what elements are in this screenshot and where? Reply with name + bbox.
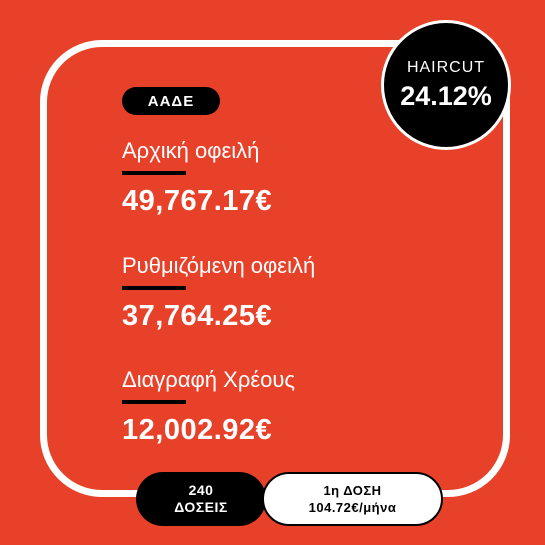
- divider-rule: [122, 286, 186, 290]
- haircut-circle: HAIRCUT 24.12%: [381, 20, 511, 150]
- debt-writeoff-value: 12,002.92€: [122, 414, 273, 446]
- original-debt-label: Αρχική οφειλή: [122, 138, 260, 163]
- first-installment-value: 104.72€/μήνα: [308, 500, 397, 515]
- installments-label: ΔΟΣΕΙΣ: [174, 499, 228, 515]
- debt-writeoff-block: Διαγραφή Χρέους 12,002.92€: [122, 367, 295, 447]
- regulated-debt-value: 37,764.25€: [122, 300, 273, 332]
- first-installment-pill: 1η ΔΟΣΗ 104.72€/μήνα: [262, 472, 443, 526]
- divider-rule: [122, 171, 186, 175]
- haircut-label: HAIRCUT: [406, 58, 486, 76]
- first-installment-label: 1η ΔΟΣΗ: [323, 483, 382, 498]
- original-debt-block: Αρχική οφειλή 49,767.17€: [122, 138, 272, 218]
- source-badge: ΑΑΔΕ: [122, 87, 220, 115]
- installments-pill: 240 ΔΟΣΕΙΣ: [136, 472, 266, 526]
- haircut-value: 24.12%: [400, 80, 492, 111]
- regulated-debt-label: Ρυθμιζόμενη οφειλή: [122, 253, 316, 278]
- debt-writeoff-label: Διαγραφή Χρέους: [122, 367, 296, 392]
- installments-count: 240: [188, 482, 214, 498]
- regulated-debt-block: Ρυθμιζόμενη οφειλή 37,764.25€: [122, 253, 315, 333]
- original-debt-value: 49,767.17€: [122, 185, 273, 217]
- divider-rule: [122, 400, 186, 404]
